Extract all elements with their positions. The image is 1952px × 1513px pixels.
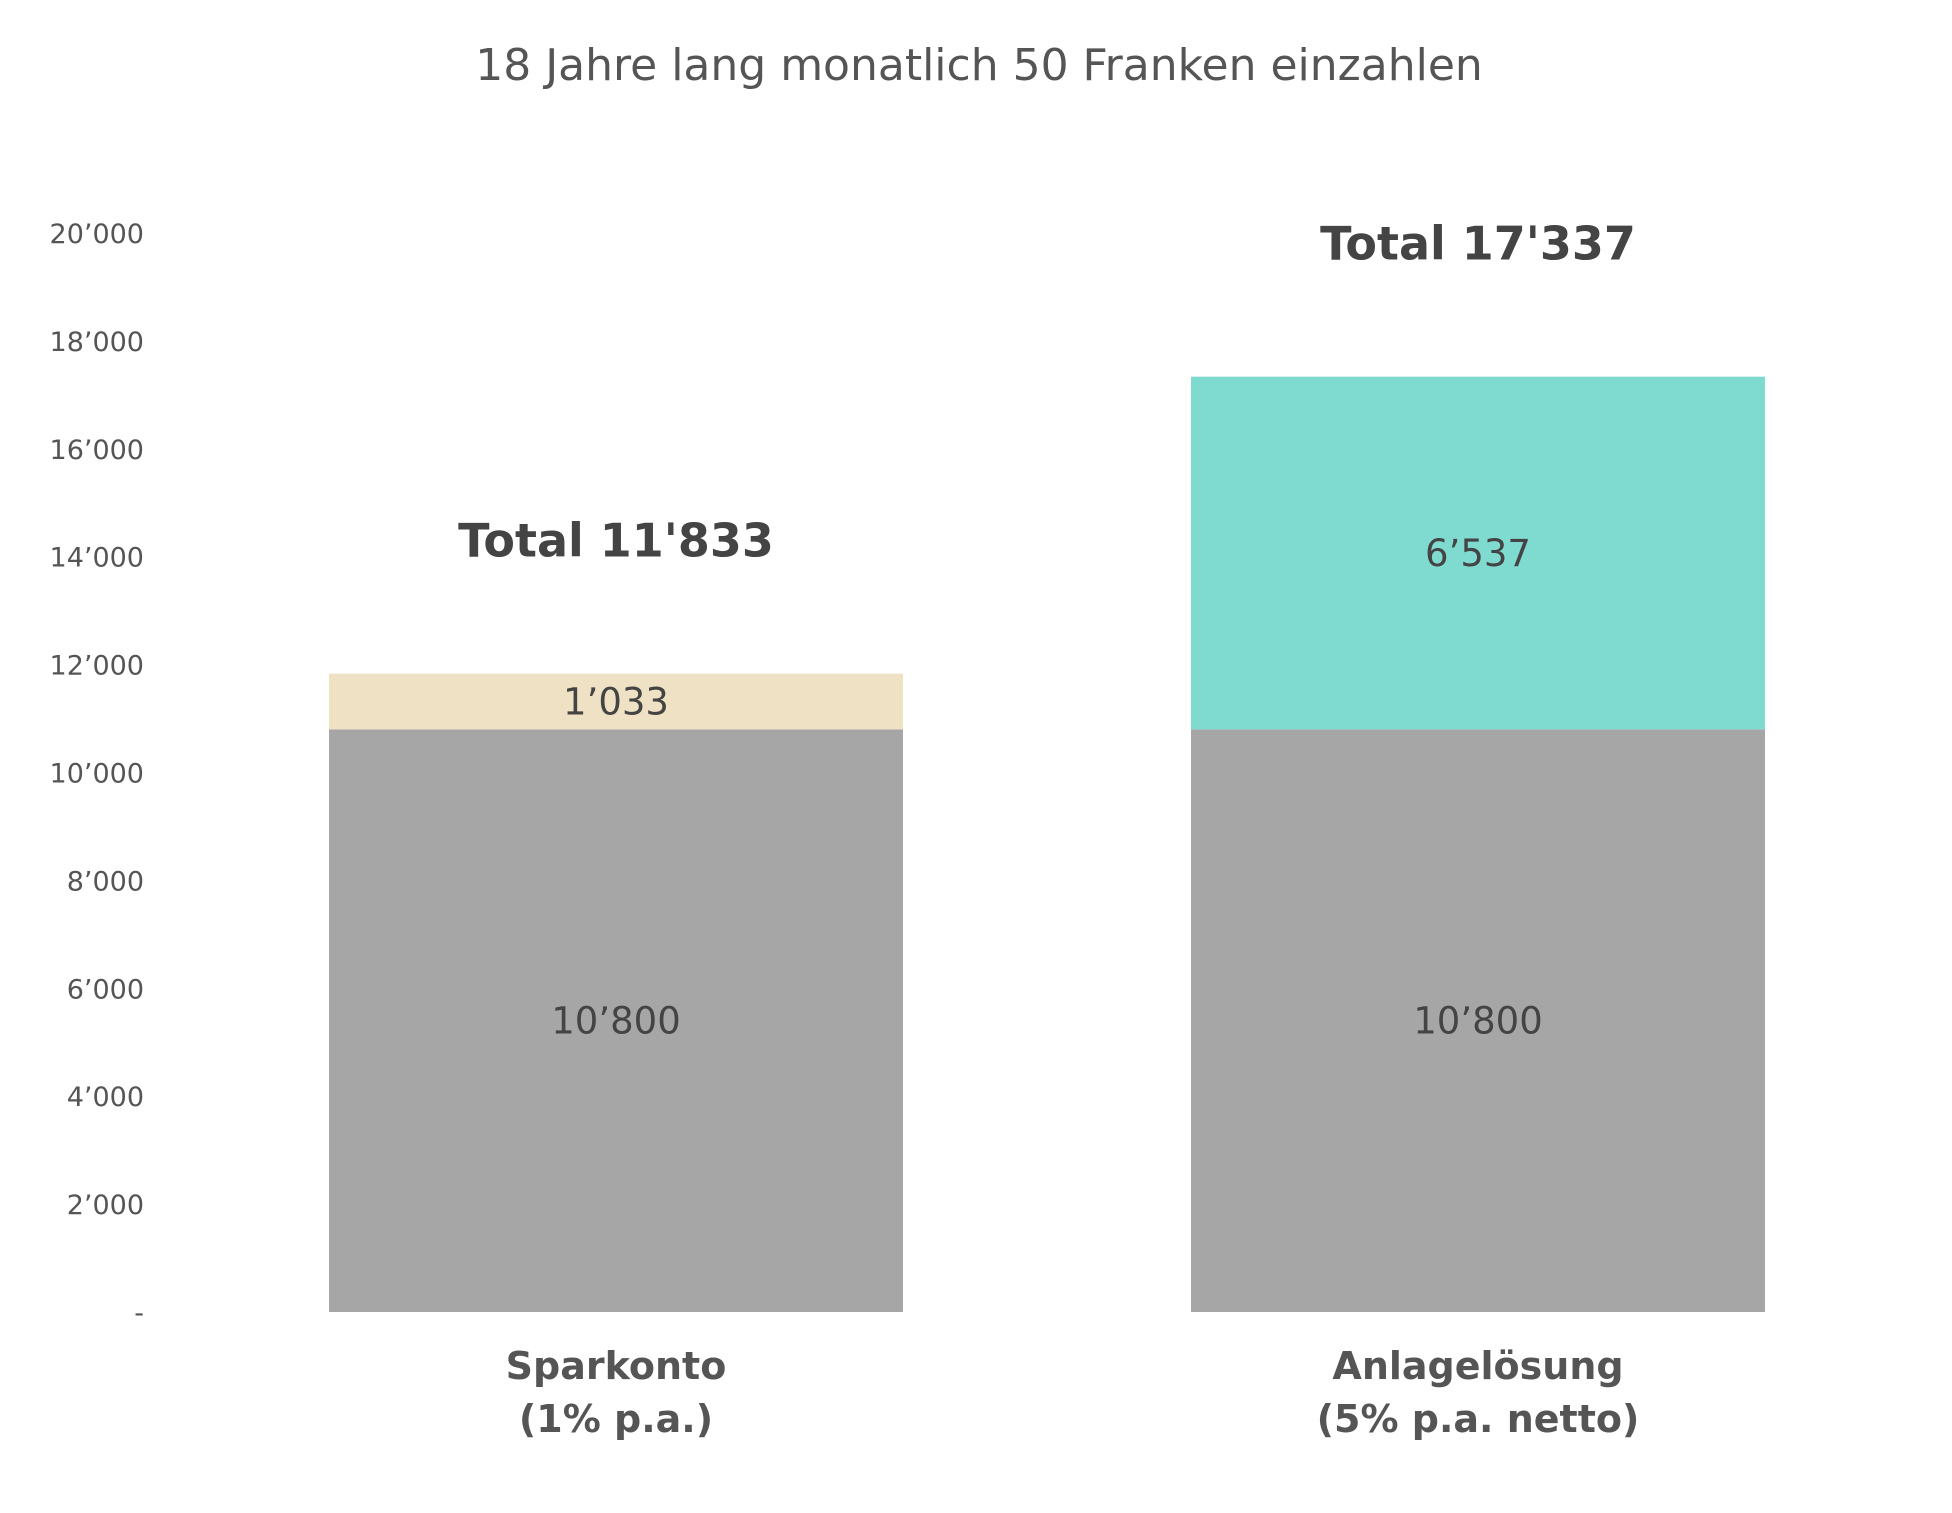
bar-segment xyxy=(329,729,903,1312)
y-tick-label: 14’000 xyxy=(50,543,144,574)
chart-title: 18 Jahre lang monatlich 50 Franken einza… xyxy=(475,40,1483,91)
category-label: Anlagelösung xyxy=(1332,1344,1623,1388)
bar-segment xyxy=(329,673,903,730)
bar-segment xyxy=(1191,376,1765,730)
y-tick-label: - xyxy=(134,1298,144,1329)
total-label: Total 17'337 xyxy=(1320,217,1636,271)
y-tick-label: 6’000 xyxy=(67,974,144,1005)
y-tick-label: 12’000 xyxy=(50,651,144,682)
bar-segment xyxy=(1191,729,1765,1312)
category-label: (1% p.a.) xyxy=(519,1397,713,1441)
y-tick-label: 4’000 xyxy=(67,1082,144,1113)
y-axis: - 2’000 4’000 6’000 8’000 10’000 12’000 14’000 1… xyxy=(50,219,144,1329)
y-tick-label: 18’000 xyxy=(50,327,144,358)
x-axis: Sparkonto (1% p.a.) Anlagelösung (5% p.a. n… xyxy=(506,1344,1640,1441)
data-label: 1’033 xyxy=(563,680,669,723)
y-tick-label: 2’000 xyxy=(67,1190,144,1221)
bars: 10’800 1’033 Total 11'833 10’800 6’537 Total … xyxy=(329,217,1765,1312)
category-label: Sparkonto xyxy=(506,1344,727,1388)
category-label: (5% p.a. netto) xyxy=(1317,1397,1640,1441)
data-label: 6’537 xyxy=(1425,532,1531,575)
data-label: 10’800 xyxy=(1413,1000,1542,1043)
data-label: 10’800 xyxy=(551,1000,680,1043)
total-label: Total 11'833 xyxy=(458,514,774,568)
y-tick-label: 16’000 xyxy=(50,435,144,466)
y-tick-label: 8’000 xyxy=(67,866,144,897)
y-tick-label: 10’000 xyxy=(50,759,144,790)
y-tick-label: 20’000 xyxy=(50,219,144,250)
